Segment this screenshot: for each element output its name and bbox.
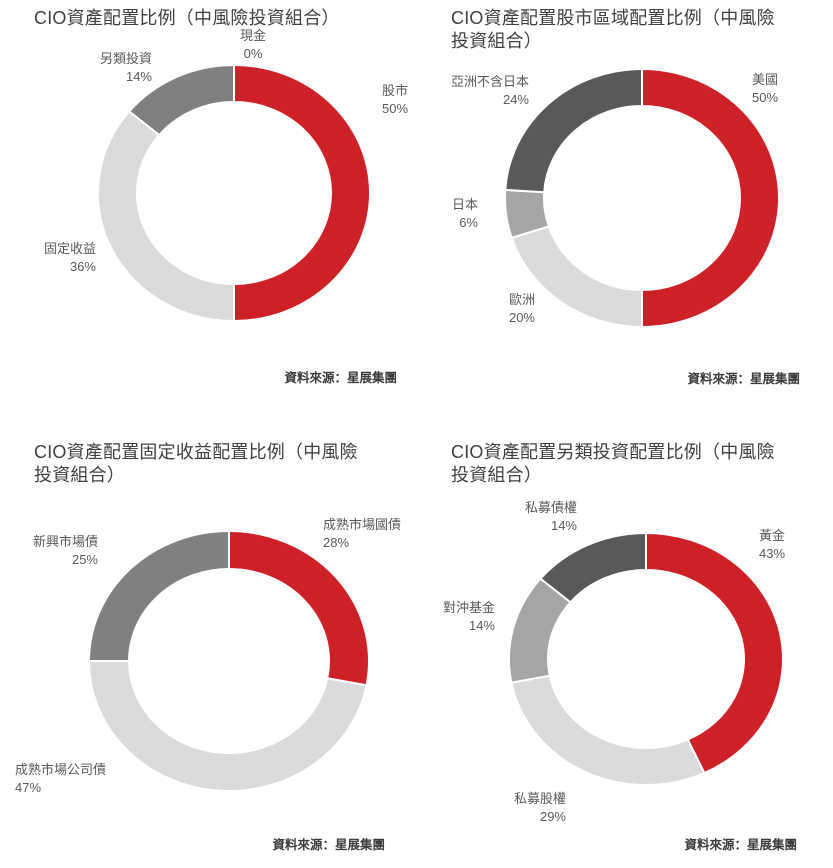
slice-name: 成熟市場公司債 [15,762,107,777]
source-note: 資料來源：星展集團 [687,372,800,386]
donut-chart [504,67,780,329]
slice-label: 黃金 43% [759,527,785,563]
chart-title: CIO資產配置股市區域配置比例（中風險投資組合） [451,8,775,51]
slice-name: 另類投資 [99,51,152,66]
slice-percent: 6% [459,215,478,230]
slice-name: 對沖基金 [442,600,495,615]
slice-percent: 50% [752,90,779,105]
slice-label: 股市 50% [382,82,408,118]
slice-percent: 25% [71,552,98,567]
slice-percent: 50% [382,101,409,116]
donut-slice [538,531,647,604]
slice-name: 股市 [382,83,409,98]
slice-label: 成熟市場公司債 47% [15,761,106,797]
chart-panel-fixed-income: CIO資產配置固定收益配置比例（中風險投資組合） 資料來源：星展集團 成熟市場國… [0,434,416,868]
slice-label: 私募債權 14% [417,499,577,535]
source-note: 資料來源：星展集團 [284,371,397,385]
slice-percent: 14% [550,518,577,533]
donut-slice [97,110,235,323]
donut-slice [510,674,706,786]
slice-percent: 20% [508,310,535,325]
donut-slice [504,67,643,194]
slice-percent: 28% [323,535,350,550]
chart-panel-asset-allocation: CIO資產配置比例（中風險投資組合） 資料來源：星展集團 股市 50% 固定收益 36… [0,0,416,434]
chart-title: CIO資產配置比例（中風險投資組合） [34,8,340,28]
slice-name: 亞洲不含日本 [450,74,529,89]
slice-name: 新興市場債 [32,534,98,549]
slice-label: 日本 6% [417,196,478,232]
donut-slice [87,660,368,792]
donut-slice [233,63,371,323]
slice-label: 另類投資 14% [0,50,152,86]
slice-name: 成熟市場國債 [323,517,402,532]
chart-panel-alternatives: CIO資產配置另類投資配置比例（中風險投資組合） 資料來源：星展集團 黃金 43%… [417,434,833,868]
slice-label: 對沖基金 14% [417,599,495,635]
slice-name: 固定收益 [43,241,96,256]
slice-label: 歐洲 20% [417,291,535,327]
slice-name: 日本 [451,197,478,212]
chart-title: CIO資產配置固定收益配置比例（中風險投資組合） [34,442,358,485]
source-note: 資料來源：星展集團 [684,838,797,852]
slice-label: 美國 50% [752,71,778,107]
chart-panel-equity-regions: CIO資產配置股市區域配置比例（中風險投資組合） 資料來源：星展集團 美國 50%… [417,0,833,434]
slice-label: 私募股權 29% [417,790,566,826]
slice-name: 歐洲 [508,292,535,307]
donut-chart [97,63,371,323]
slice-label: 固定收益 36% [0,240,96,276]
chart-title: CIO資產配置另類投資配置比例（中風險投資組合） [451,442,775,485]
slice-name: 私募股權 [513,791,566,806]
donut-slice [228,529,370,687]
slice-percent: 14% [468,618,495,633]
donut-chart [87,529,370,792]
slice-percent: 43% [759,546,786,561]
slice-percent: 29% [539,809,566,824]
slice-label: 亞洲不含日本 24% [417,73,529,109]
donut-slice [641,67,780,329]
donut-slice [87,529,230,662]
slice-percent: 14% [125,69,152,84]
slice-label: 現金 0% [183,27,323,63]
source-note: 資料來源：星展集團 [272,838,385,852]
donut-chart [508,531,784,786]
donut-slice [127,63,235,137]
slice-name: 黃金 [759,528,786,543]
slice-label: 成熟市場國債 28% [323,516,401,552]
slice-name: 美國 [752,72,779,87]
slice-label: 新興市場債 25% [0,533,98,569]
slice-name: 現金 [239,28,266,43]
donut-slice [645,531,784,775]
slice-percent: 0% [243,46,263,61]
slice-percent: 24% [502,92,529,107]
slice-name: 私募債權 [524,500,577,515]
slice-percent: 36% [69,259,96,274]
slice-percent: 47% [15,780,42,795]
